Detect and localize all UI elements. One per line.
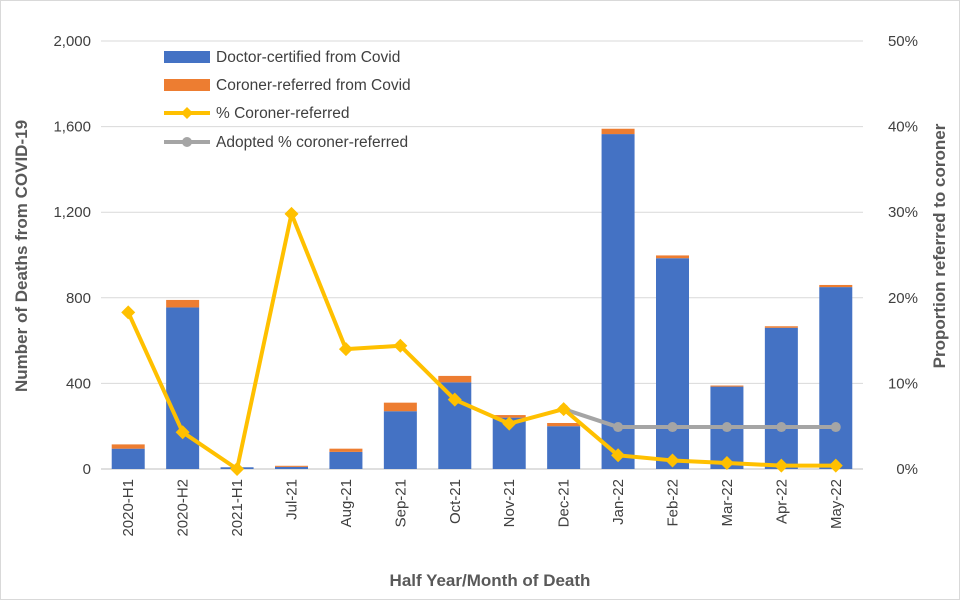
- legend-swatch: [164, 79, 210, 91]
- y-tick-label: 0: [83, 461, 91, 478]
- bar-series: [111, 128, 853, 469]
- legend-marker: [181, 107, 193, 119]
- line-marker: [665, 453, 680, 468]
- bar-coroner-referred: [492, 415, 526, 418]
- line-marker: [393, 338, 408, 353]
- y-tick-label: 1,600: [53, 119, 91, 136]
- line-marker: [175, 425, 190, 440]
- bar-doctor-certified: [166, 307, 200, 469]
- bar-coroner-referred: [383, 402, 417, 412]
- line-marker: [447, 392, 462, 407]
- legend-swatch: [164, 51, 210, 63]
- x-axis-ticks: 2020-H1 2020-H2 2021-H1 Jul-21 Aug-21 Sep-21 O…: [120, 479, 845, 537]
- bar-doctor-certified: [601, 134, 635, 469]
- line-marker: [121, 305, 136, 320]
- bar-coroner-referred: [329, 448, 363, 452]
- y2-tick-label: 0%: [896, 461, 918, 478]
- right-axis-ticks: 0% 10% 20% 30% 40% 50%: [888, 33, 918, 478]
- bar-doctor-certified: [329, 451, 363, 469]
- bar-coroner-referred: [710, 385, 744, 387]
- bar-coroner-referred: [601, 128, 635, 135]
- bar-doctor-certified: [383, 411, 417, 469]
- legend-label: % Coroner-referred: [216, 105, 350, 122]
- x-tick-label: 2021-H1: [229, 479, 246, 537]
- line-marker: [611, 448, 626, 463]
- x-tick-label: May-22: [828, 479, 845, 529]
- x-tick-label: Mar-22: [719, 479, 736, 527]
- x-tick-label: Sep-21: [392, 479, 409, 527]
- line-adopted-pct: [563, 407, 836, 430]
- legend-label: Coroner-referred from Covid: [216, 77, 411, 94]
- legend-label: Doctor-certified from Covid: [216, 49, 400, 66]
- x-tick-label: Jul-21: [284, 479, 301, 520]
- left-axis-ticks: 0 400 800 1,200 1,600 2,000: [53, 33, 91, 478]
- line-marker: [338, 342, 353, 357]
- x-tick-label: Feb-22: [665, 479, 682, 527]
- bar-coroner-referred: [764, 326, 798, 328]
- bar-doctor-certified: [547, 426, 581, 469]
- legend-label: Adopted % coroner-referred: [216, 134, 408, 151]
- line-marker: [556, 402, 571, 417]
- bar-doctor-certified: [819, 287, 853, 469]
- line-series: [121, 206, 843, 476]
- bar-doctor-certified: [275, 466, 308, 469]
- x-tick-label: Dec-21: [556, 479, 573, 527]
- line-marker: [667, 422, 678, 433]
- bar-coroner-referred: [656, 255, 689, 259]
- bar-doctor-certified: [764, 327, 798, 469]
- y2-tick-label: 50%: [888, 33, 918, 50]
- y2-axis-title: Proportion referred to coroner: [930, 123, 949, 368]
- bar-doctor-certified: [111, 448, 145, 469]
- x-tick-label: 2020-H1: [120, 479, 137, 537]
- x-tick-label: Jan-22: [610, 479, 627, 525]
- y-tick-label: 1,200: [53, 204, 91, 221]
- bar-coroner-referred: [547, 422, 581, 427]
- line-marker: [613, 422, 624, 433]
- y2-tick-label: 30%: [888, 204, 918, 221]
- y2-tick-label: 20%: [888, 290, 918, 307]
- line-marker: [774, 458, 789, 473]
- y-axis-title: Number of Deaths from COVID-19: [12, 120, 31, 392]
- bar-coroner-referred: [438, 375, 472, 383]
- line-marker: [502, 416, 517, 431]
- y-tick-label: 2,000: [53, 33, 91, 50]
- x-tick-label: Nov-21: [501, 479, 518, 527]
- bar-coroner-referred: [111, 444, 145, 449]
- line-marker: [721, 422, 732, 433]
- line-marker: [776, 422, 787, 433]
- legend: Doctor-certified from Covid Coroner-refer…: [164, 49, 411, 151]
- bar-doctor-certified: [656, 258, 689, 469]
- x-axis-title: Half Year/Month of Death: [390, 571, 591, 590]
- line-marker: [830, 422, 841, 433]
- x-tick-label: Aug-21: [338, 479, 355, 527]
- line-marker: [828, 458, 843, 473]
- y-tick-label: 800: [66, 290, 91, 307]
- x-tick-label: 2020-H2: [175, 479, 192, 537]
- x-tick-label: Oct-21: [447, 479, 464, 524]
- y2-tick-label: 10%: [888, 375, 918, 392]
- legend-marker: [182, 137, 192, 147]
- line-pct-coroner-referred: [126, 211, 836, 471]
- line-marker: [230, 462, 245, 476]
- bar-coroner-referred: [275, 465, 308, 467]
- line-marker: [284, 206, 299, 221]
- bar-coroner-referred: [166, 299, 200, 308]
- bar-coroner-referred: [819, 284, 853, 288]
- y2-tick-label: 40%: [888, 119, 918, 136]
- x-tick-label: Apr-22: [773, 479, 790, 524]
- y-tick-label: 400: [66, 375, 91, 392]
- line-marker: [719, 456, 734, 471]
